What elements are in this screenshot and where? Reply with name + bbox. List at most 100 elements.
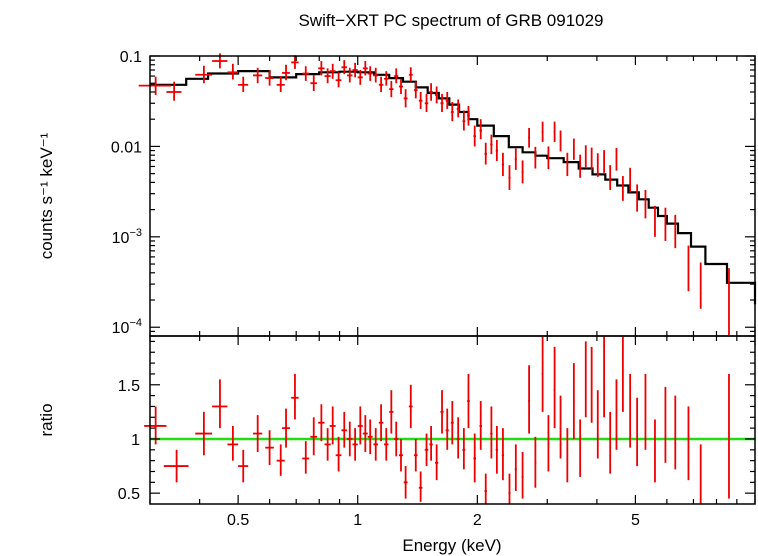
ratio-point <box>566 428 569 483</box>
spectrum-point <box>603 150 605 173</box>
ratio-point <box>490 406 493 459</box>
spectrum-point <box>276 76 285 92</box>
spectrum-point <box>467 105 470 126</box>
ratio-point <box>418 471 423 502</box>
spectrum-point <box>450 101 454 122</box>
ratio-point <box>528 365 531 434</box>
spectrum-point <box>490 134 493 155</box>
spectrum-point <box>609 165 612 190</box>
ratio-point <box>384 428 389 461</box>
ratio-point <box>195 411 213 456</box>
ratio-point <box>547 415 550 472</box>
spectrum-point <box>584 145 587 168</box>
spectrum-point <box>335 72 342 88</box>
spectrum-point <box>473 125 477 147</box>
spectrum-point <box>521 160 524 184</box>
ratio-point <box>362 415 368 452</box>
ratio-point <box>514 444 517 491</box>
ratio-point <box>367 419 373 455</box>
ratio-point <box>590 346 593 423</box>
ratio-point <box>664 386 667 463</box>
x-tick-label: 5 <box>631 512 640 529</box>
spectrum-point <box>579 154 582 178</box>
bottom-panel-frame <box>149 335 756 505</box>
ratio-point <box>282 408 290 448</box>
ratio-point <box>310 417 318 456</box>
ratio-point <box>559 395 562 459</box>
spectrum-point <box>318 61 325 76</box>
ratio-point <box>596 390 599 459</box>
y-tick-label: 10−3 <box>112 227 142 247</box>
spectrum-point <box>195 65 213 84</box>
ratio-point <box>609 411 612 474</box>
spectrum-point <box>282 64 290 81</box>
ratio-point <box>341 411 348 448</box>
ratio-point <box>572 363 575 439</box>
ratio-point <box>357 406 363 445</box>
ratio-point <box>584 341 587 418</box>
ratio-point <box>621 336 624 412</box>
spectrum-point <box>440 93 444 113</box>
spectrum-point <box>138 76 172 96</box>
ratio-point <box>389 390 394 434</box>
spectrum-point <box>572 138 575 160</box>
spectrum-point <box>389 80 394 98</box>
spectrum-point <box>636 184 639 212</box>
ratio-point <box>534 436 537 488</box>
ratio-point <box>636 397 639 467</box>
spectrum-point <box>508 165 511 190</box>
y-axis-label-ratio: ratio <box>37 403 56 436</box>
spectrum-point <box>352 62 358 78</box>
spectrum-point <box>541 121 544 142</box>
spectrum-point <box>495 139 499 161</box>
spectrum-point <box>373 67 379 83</box>
y-tick-label: 0.1 <box>120 49 142 66</box>
ratio-point <box>603 336 605 418</box>
ratio-point <box>445 408 449 450</box>
spectrum-point <box>413 81 418 99</box>
x-tick-label: 1 <box>353 512 362 529</box>
spectrum-point <box>291 55 299 69</box>
ratio-point <box>615 379 618 450</box>
ratio-point <box>144 406 167 445</box>
x-axis-label: Energy (keV) <box>402 536 501 555</box>
y-tick-label: 0.5 <box>118 486 140 503</box>
spectrum-point <box>479 119 482 140</box>
top-panel-frame <box>149 55 756 337</box>
spectrum-point <box>596 153 599 177</box>
y-axis-label-spectrum: counts s⁻¹ keV⁻¹ <box>37 132 56 259</box>
ratio-point <box>456 417 460 459</box>
ratio-point <box>644 373 647 450</box>
ratio-point <box>265 430 274 465</box>
spectrum-point <box>408 67 413 82</box>
spectrum-point <box>615 148 618 171</box>
spectrum-point <box>553 121 556 142</box>
spectrum-point <box>514 148 517 170</box>
spectrum-point <box>166 81 182 101</box>
spectrum-point <box>644 189 647 219</box>
y-tick-label: 10−4 <box>112 317 142 337</box>
ratio-point <box>728 373 730 499</box>
ratio-point <box>654 419 656 483</box>
spectrum-point <box>329 63 336 79</box>
spectrum-point <box>501 152 505 177</box>
chart-title: Swift−XRT PC spectrum of GRB 091029 <box>298 11 603 30</box>
ratio-point <box>212 379 228 429</box>
ratio-point <box>553 346 556 429</box>
top-panel: 0.1 0.01 10−3 10−4 <box>111 49 757 337</box>
ratio-point <box>163 449 189 483</box>
spectrum-point <box>418 91 423 109</box>
spectrum-point <box>559 130 562 152</box>
spectrum-point <box>629 167 632 193</box>
spectrum-point <box>566 152 569 177</box>
spectrum-point <box>398 78 403 94</box>
spectrum-point <box>699 262 702 309</box>
spectrum-point <box>674 214 677 249</box>
spectrum-point <box>367 66 373 81</box>
ratio-point <box>347 421 353 457</box>
y-tick-label: 1.5 <box>118 378 140 395</box>
ratio-point <box>253 415 263 452</box>
ratio-point <box>238 449 249 483</box>
spectrum-point <box>687 245 690 292</box>
